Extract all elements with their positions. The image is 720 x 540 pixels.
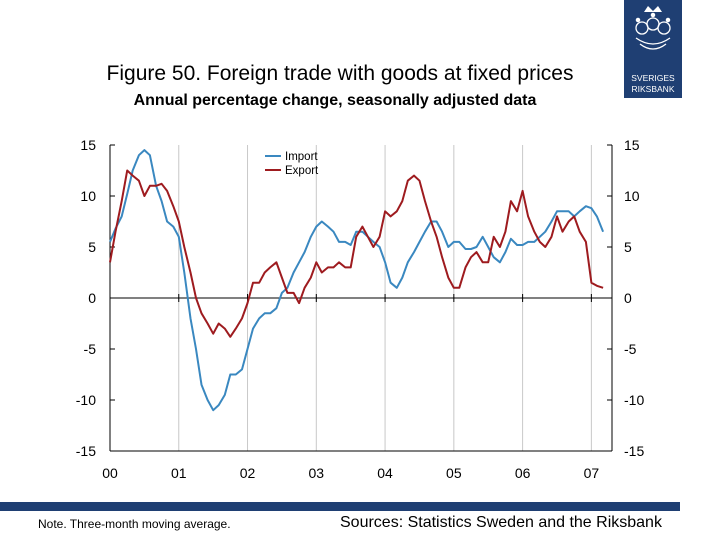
x-tick-label-07: 07: [584, 465, 600, 481]
logo-text-line1: SVERIGES: [631, 73, 675, 83]
series-line-import: [109, 149, 605, 412]
y-tick-label-right: -5: [624, 341, 637, 357]
y-tick-label-left: 0: [88, 290, 96, 306]
y-tick-label-right: 5: [624, 239, 632, 255]
x-tick-label-05: 05: [446, 465, 462, 481]
series-lines: [109, 149, 605, 412]
sources-text: Sources: Statistics Sweden and the Riksb…: [340, 514, 662, 531]
footnote: Note. Three-month moving average.: [38, 517, 231, 531]
y-tick-label-left: 5: [88, 239, 96, 255]
chart-title: Figure 50. Foreign trade with goods at f…: [106, 62, 574, 85]
y-tick-label-left: 15: [80, 137, 96, 153]
x-tick-label-01: 01: [171, 465, 187, 481]
y-tick-label-right: -10: [624, 392, 644, 408]
y-tick-label-right: -15: [624, 443, 644, 459]
crowned-riksbank-emblem-icon: [635, 6, 671, 50]
y-tick-label-right: 10: [624, 188, 640, 204]
y-tick-label-right: 0: [624, 290, 632, 306]
chart-subtitle: Annual percentage change, seasonally adj…: [133, 92, 537, 109]
y-tick-label-right: 15: [624, 137, 640, 153]
y-tick-label-left: 10: [80, 188, 96, 204]
x-tick-label-02: 02: [240, 465, 256, 481]
riksbank-logo: SVERIGES RIKSBANK: [624, 0, 682, 98]
x-tick-label-04: 04: [377, 465, 393, 481]
x-tick-label-00: 00: [102, 465, 118, 481]
x-tick-label-06: 06: [515, 465, 531, 481]
legend-label-import: Import: [285, 151, 318, 163]
y-tick-label-left: -15: [76, 443, 96, 459]
x-tick-label-03: 03: [309, 465, 325, 481]
series-line-export: [109, 169, 604, 338]
legend: Import Export: [265, 151, 319, 177]
y-tick-label-left: -5: [84, 341, 97, 357]
legend-label-export: Export: [285, 165, 319, 177]
logo-text-line2: RIKSBANK: [632, 84, 675, 94]
y-tick-label-left: -10: [76, 392, 96, 408]
footer-bar: [0, 502, 680, 511]
